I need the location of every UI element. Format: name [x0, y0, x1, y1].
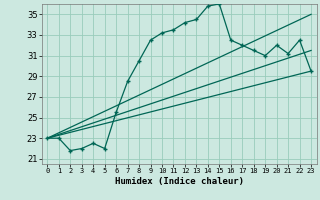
- X-axis label: Humidex (Indice chaleur): Humidex (Indice chaleur): [115, 177, 244, 186]
